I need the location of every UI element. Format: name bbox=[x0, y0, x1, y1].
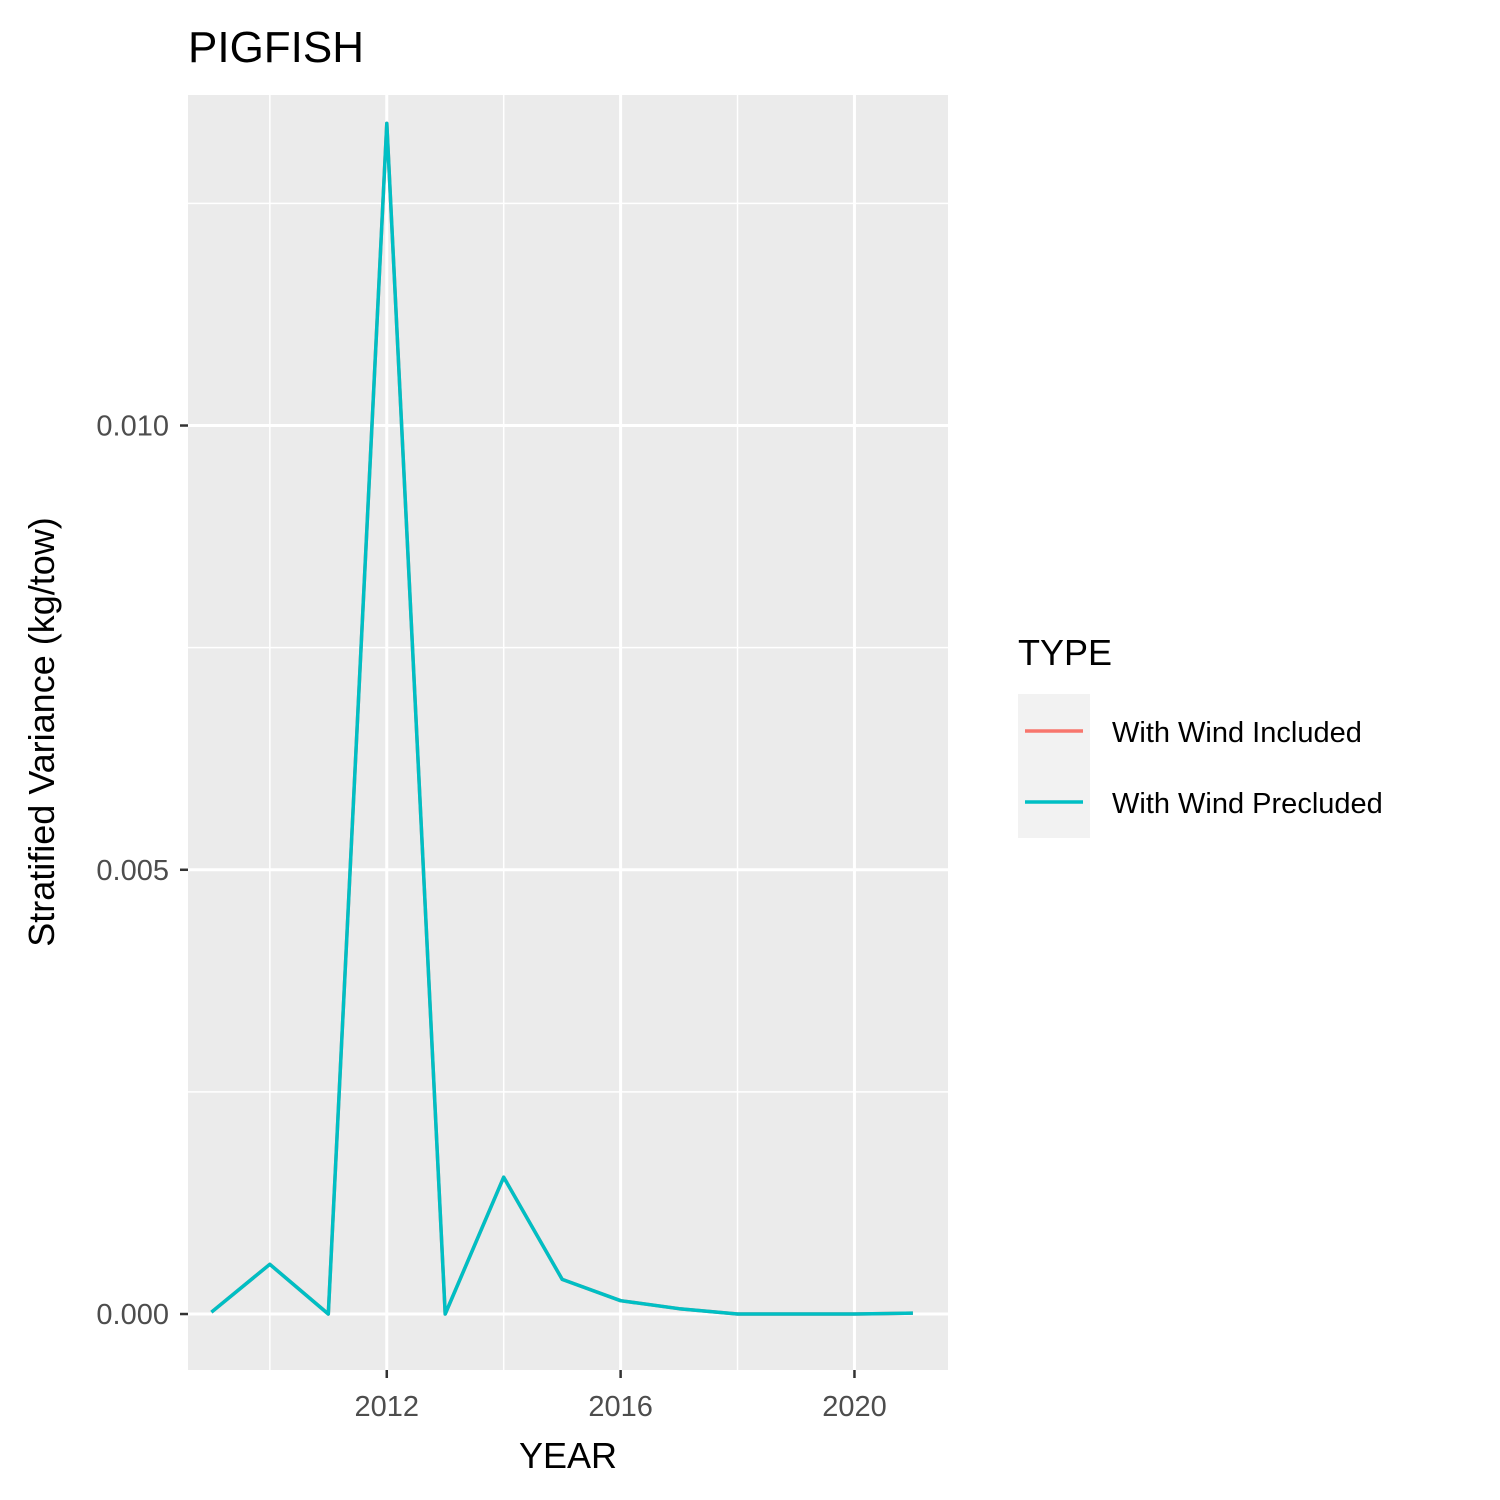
series-line-1 bbox=[210, 121, 913, 1316]
series-layer bbox=[210, 121, 913, 1316]
y-axis: 0.000 0.005 0.010 bbox=[96, 411, 188, 1331]
legend-keys-background bbox=[1018, 694, 1090, 838]
plot-panel bbox=[188, 95, 948, 1370]
legend-label-with-wind-included: With Wind Included bbox=[1112, 717, 1362, 749]
grid-lines bbox=[188, 95, 948, 1370]
y-tick-label-1: 0.005 bbox=[96, 855, 169, 887]
x-axis-title: YEAR bbox=[519, 1435, 617, 1476]
y-axis-title: Stratified Variance (kg/tow) bbox=[21, 517, 62, 947]
y-tick-label-0: 0.000 bbox=[96, 1299, 169, 1331]
x-tick-label-2: 2020 bbox=[822, 1391, 887, 1423]
x-tick-label-0: 2012 bbox=[355, 1391, 420, 1423]
legend: TYPE With Wind Included With Wind Preclu… bbox=[1018, 632, 1383, 838]
legend-label-with-wind-precluded: With Wind Precluded bbox=[1112, 788, 1383, 820]
x-axis: 2012 2016 2020 bbox=[355, 1370, 887, 1423]
chart-title: PIGFISH bbox=[188, 23, 364, 72]
y-tick-label-2: 0.010 bbox=[96, 411, 169, 443]
x-tick-label-1: 2016 bbox=[588, 1391, 653, 1423]
legend-title: TYPE bbox=[1018, 632, 1112, 673]
